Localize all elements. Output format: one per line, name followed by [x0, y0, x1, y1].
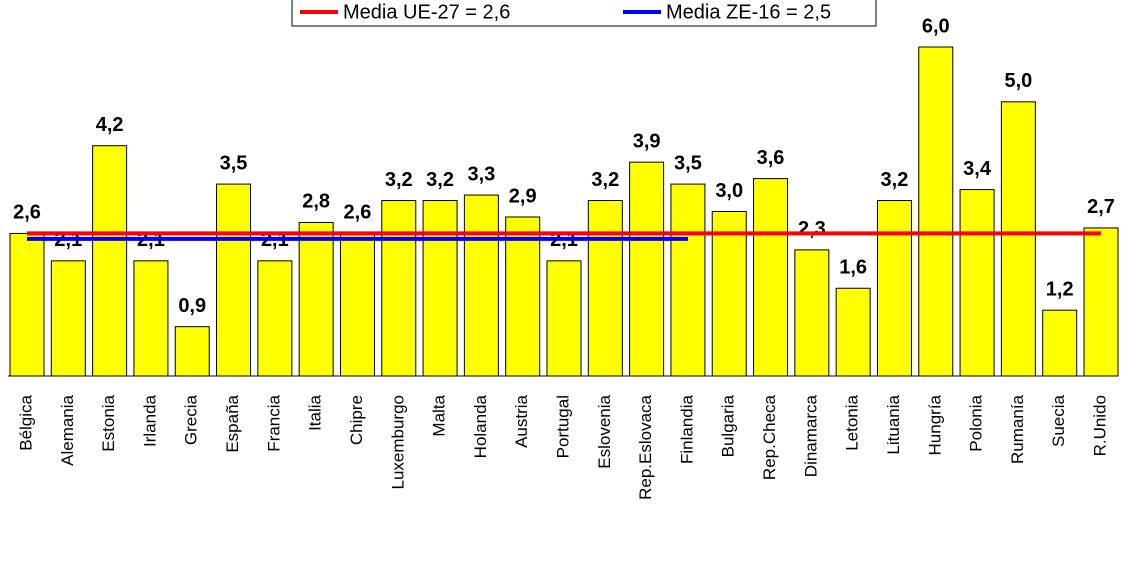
x-tick-label: Luxemburgo [388, 395, 407, 490]
x-tick-label: Hungría [925, 394, 944, 455]
value-label: 3,2 [385, 169, 413, 191]
bar [1000, 101, 1036, 377]
bar [629, 161, 665, 377]
x-tick-label: Eslovenia [595, 394, 614, 468]
legend-box [291, 0, 877, 27]
x-tick-label: Austria [512, 394, 531, 447]
bar [505, 216, 541, 377]
bar [216, 183, 252, 377]
legend-label: Media UE-27 = 2,6 [343, 1, 510, 23]
x-tick-label: Polonia [967, 394, 986, 451]
bar [92, 145, 128, 377]
bar [670, 183, 706, 377]
bar [50, 260, 86, 377]
bar [133, 260, 169, 377]
x-tick-label: Bulgaria [719, 394, 738, 457]
bar [422, 200, 458, 377]
x-tick-label: Portugal [553, 395, 572, 458]
value-label: 5,0 [1004, 70, 1032, 92]
bar [174, 326, 210, 377]
value-label: 3,0 [715, 180, 743, 202]
bar [257, 260, 293, 377]
value-label: 2,3 [798, 218, 826, 240]
x-tick-label: Rep.Eslovaca [636, 394, 655, 499]
value-label: 3,3 [467, 163, 495, 185]
x-tick-label: Alemania [58, 394, 77, 465]
value-label: 3,4 [963, 158, 992, 180]
bar [835, 287, 871, 377]
value-label: 3,2 [881, 169, 909, 191]
bar [876, 200, 912, 377]
value-label: 3,9 [633, 130, 661, 152]
bar [339, 232, 375, 377]
x-tick-label: Francia [264, 394, 283, 451]
x-tick-label: R.Unido [1090, 395, 1109, 456]
value-label: 3,5 [220, 152, 248, 174]
x-tick-label: Rumanía [1008, 394, 1027, 464]
x-tick-label: Lituania [884, 394, 903, 454]
value-label: 3,2 [426, 169, 454, 191]
bar [587, 200, 623, 377]
bar [1042, 309, 1078, 377]
value-label: 1,2 [1046, 278, 1074, 300]
bar [381, 200, 417, 377]
bar [1083, 227, 1119, 377]
x-tick-label: Dinamarca [801, 394, 820, 477]
value-label: 6,0 [922, 15, 950, 37]
x-tick-label: Suecia [1049, 394, 1068, 447]
bar [794, 249, 830, 377]
value-label: 0,9 [178, 295, 206, 317]
x-tick-label: Bélgica [16, 394, 35, 450]
x-tick-label: Irlanda [140, 394, 159, 447]
value-label: 2,8 [302, 191, 330, 213]
bar [753, 178, 789, 377]
value-label: 1,6 [839, 257, 867, 279]
x-tick-label: Italia [306, 394, 325, 430]
x-tick-label: Letonia [843, 394, 862, 450]
bar [546, 260, 582, 377]
value-label: 2,6 [344, 202, 372, 224]
bar [711, 211, 747, 377]
bar [918, 46, 954, 377]
bar [463, 194, 499, 377]
value-label: 2,9 [509, 185, 537, 207]
value-label: 3,6 [757, 147, 785, 169]
value-label: 4,2 [96, 114, 124, 136]
value-label: 3,5 [674, 152, 702, 174]
bar [298, 221, 334, 377]
bar [959, 189, 995, 377]
value-label: 2,6 [13, 202, 41, 224]
x-tick-label: Estonia [99, 394, 118, 451]
legend-label: Media ZE-16 = 2,5 [666, 1, 831, 23]
x-tick-label: Finlandia [677, 394, 696, 464]
x-tick-label: Chipre [347, 395, 366, 445]
bar [9, 232, 45, 377]
value-label: 3,2 [591, 169, 619, 191]
x-tick-label: España [223, 394, 242, 452]
x-tick-label: Rep.Checa [760, 394, 779, 480]
x-tick-label: Grecia [182, 394, 201, 445]
x-tick-label: Malta [430, 394, 449, 436]
x-tick-label: Holanda [471, 394, 490, 458]
value-label: 2,7 [1087, 196, 1115, 218]
